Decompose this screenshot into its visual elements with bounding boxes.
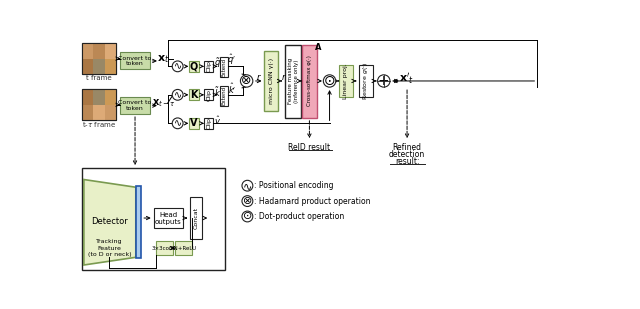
Bar bbox=[190, 197, 202, 239]
Circle shape bbox=[242, 211, 253, 222]
Text: Refined: Refined bbox=[392, 143, 422, 152]
Circle shape bbox=[242, 180, 253, 191]
Bar bbox=[105, 43, 116, 59]
Text: : Positional encoding: : Positional encoding bbox=[254, 181, 334, 190]
Bar bbox=[93, 89, 105, 105]
Text: (to D or neck): (to D or neck) bbox=[88, 252, 131, 257]
Bar bbox=[175, 241, 191, 255]
Text: ⊗: ⊗ bbox=[241, 74, 252, 87]
Text: ⊙: ⊙ bbox=[324, 74, 335, 88]
Bar bbox=[81, 168, 225, 270]
Bar bbox=[81, 89, 116, 120]
Text: Convert to
token: Convert to token bbox=[118, 100, 152, 111]
Text: : Hadamard product operation: : Hadamard product operation bbox=[254, 197, 371, 205]
Text: Q: Q bbox=[190, 61, 198, 71]
Text: $\mathbf{x}_t$: $\mathbf{x}_t$ bbox=[157, 53, 170, 65]
Text: result:: result: bbox=[395, 157, 419, 166]
Text: Feature: Feature bbox=[97, 246, 122, 251]
Text: $\hat{k}'$: $\hat{k}'$ bbox=[228, 81, 236, 96]
Bar bbox=[264, 51, 278, 111]
Bar bbox=[189, 118, 199, 129]
Text: $\hat{q}'$: $\hat{q}'$ bbox=[227, 53, 236, 67]
Text: $\hat{v}$: $\hat{v}$ bbox=[214, 114, 221, 126]
Circle shape bbox=[172, 118, 183, 129]
Text: t frame: t frame bbox=[86, 75, 111, 81]
Text: ∿: ∿ bbox=[173, 118, 182, 128]
Text: ∿: ∿ bbox=[243, 181, 252, 191]
Bar bbox=[105, 105, 116, 120]
Bar bbox=[81, 59, 93, 74]
Bar bbox=[285, 45, 301, 118]
Bar bbox=[220, 86, 228, 106]
Bar bbox=[220, 57, 228, 77]
Text: Tracking: Tracking bbox=[96, 239, 123, 244]
Text: : Dot-product operation: : Dot-product operation bbox=[254, 212, 344, 221]
Text: 3×3conv.: 3×3conv. bbox=[152, 246, 177, 251]
Text: Feature masking
(inference only): Feature masking (inference only) bbox=[288, 58, 298, 104]
Text: Clip: Clip bbox=[206, 117, 211, 129]
Text: t-$\tau$ frame: t-$\tau$ frame bbox=[81, 120, 116, 129]
Bar bbox=[154, 208, 183, 228]
Text: ReID result: ReID result bbox=[289, 143, 330, 152]
Text: $\tilde{q}$: $\tilde{q}$ bbox=[214, 57, 221, 70]
Bar bbox=[105, 59, 116, 74]
Circle shape bbox=[242, 196, 253, 206]
Text: ∿: ∿ bbox=[173, 90, 182, 100]
Bar bbox=[120, 97, 150, 114]
Text: detection: detection bbox=[389, 150, 425, 159]
Bar bbox=[156, 241, 173, 255]
Text: Convert to
token: Convert to token bbox=[118, 56, 152, 66]
Bar bbox=[359, 65, 373, 97]
Circle shape bbox=[172, 61, 183, 72]
Bar bbox=[81, 89, 93, 105]
Polygon shape bbox=[84, 180, 136, 265]
Text: Concat: Concat bbox=[194, 207, 199, 229]
Bar bbox=[81, 105, 93, 120]
Bar bbox=[105, 89, 116, 105]
Bar bbox=[81, 43, 93, 59]
Text: BN+ReLU: BN+ReLU bbox=[170, 246, 196, 251]
Text: r: r bbox=[282, 73, 285, 82]
Bar bbox=[81, 89, 116, 120]
Text: K: K bbox=[190, 90, 198, 100]
Text: Clip: Clip bbox=[206, 60, 211, 72]
Text: r: r bbox=[257, 74, 260, 83]
Text: Extend: Extend bbox=[221, 57, 227, 77]
Text: ⊗: ⊗ bbox=[243, 196, 252, 206]
Text: Cross-softmax φ(·): Cross-softmax φ(·) bbox=[307, 56, 312, 106]
Bar bbox=[301, 45, 317, 118]
Bar bbox=[93, 43, 105, 59]
Text: Restore $g(\cdot)$: Restore $g(\cdot)$ bbox=[362, 62, 371, 100]
Text: A: A bbox=[315, 43, 321, 52]
Text: Clip: Clip bbox=[206, 89, 211, 101]
Circle shape bbox=[323, 75, 336, 87]
Bar bbox=[204, 89, 213, 100]
Text: $\mathbf{x}_{t-\tau}$: $\mathbf{x}_{t-\tau}$ bbox=[152, 97, 175, 109]
Text: Head
outputs: Head outputs bbox=[155, 212, 182, 225]
Bar bbox=[189, 61, 199, 72]
Bar bbox=[136, 186, 141, 258]
Text: $\tilde{k}$: $\tilde{k}$ bbox=[214, 85, 221, 99]
Bar bbox=[189, 89, 199, 100]
Bar bbox=[93, 105, 105, 120]
Circle shape bbox=[378, 75, 390, 87]
Text: $\mathbf{x}'_t$: $\mathbf{x}'_t$ bbox=[399, 71, 415, 86]
Bar bbox=[81, 43, 116, 74]
Bar bbox=[81, 43, 116, 74]
Circle shape bbox=[172, 89, 183, 100]
Text: +: + bbox=[378, 74, 390, 88]
Text: micro CNN γ(·): micro CNN γ(·) bbox=[269, 58, 274, 104]
Text: V: V bbox=[190, 118, 198, 128]
Bar bbox=[204, 118, 213, 129]
Bar bbox=[339, 65, 353, 97]
Circle shape bbox=[241, 75, 253, 87]
Bar bbox=[93, 59, 105, 74]
Text: ∿: ∿ bbox=[173, 61, 182, 71]
Bar bbox=[204, 61, 213, 72]
Text: Extend: Extend bbox=[221, 86, 227, 105]
Bar bbox=[120, 53, 150, 70]
Text: ⊙: ⊙ bbox=[243, 211, 252, 222]
Text: Linear proj.: Linear proj. bbox=[343, 63, 348, 99]
Text: Detector: Detector bbox=[91, 217, 128, 226]
